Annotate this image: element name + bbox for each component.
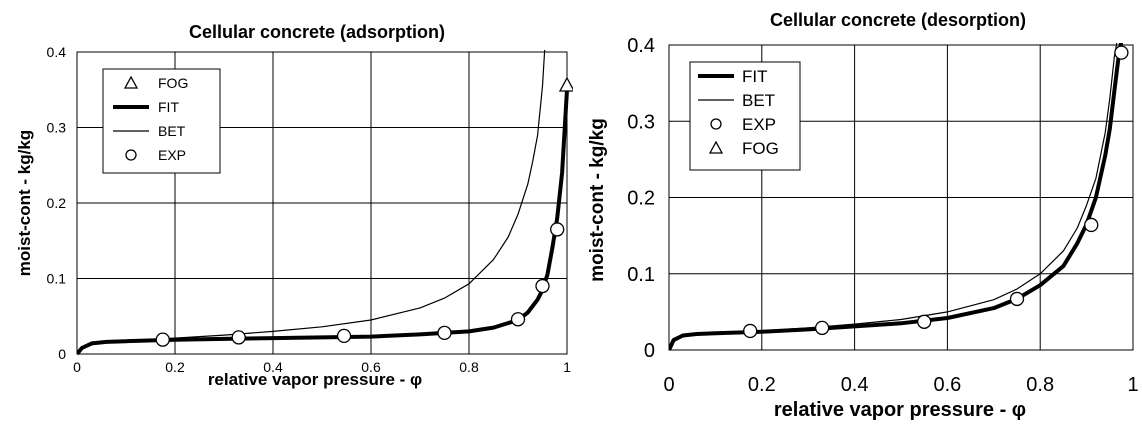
y-tick-label: 0.2 [627,188,655,210]
x-tick-label: 0.4 [841,374,869,396]
y-tick-label: 0.4 [627,35,655,57]
legend-bet-label: BET [158,123,186,139]
fog-data-point [558,76,573,92]
exp-data-point [535,278,550,294]
legend: FOG FIT BET EXP [102,68,221,174]
y-tick-label: 0.3 [627,111,655,133]
adsorption-chart: 0 0.2 0.4 0.6 0.8 1 0 0.1 0.2 0.3 0.4 Cellular conc… [15,22,573,389]
exp-data-point [336,328,352,344]
y-tick-label: 0.2 [47,195,67,211]
desorption-chart: 0 0.2 0.4 0.6 0.8 1 0 0.1 0.2 0.3 0.4 Cellular conc… [587,10,1139,421]
exp-data-point [155,332,170,347]
y-tick-label: 0.1 [627,264,655,286]
legend-fog-swatch [123,75,139,89]
legend-fog-swatch [708,140,724,154]
x-tick-label: 0.2 [748,374,776,396]
legend-fog-label: FOG [158,75,188,91]
exp-data-point [510,312,526,327]
exp-data-point [437,325,452,341]
legend-fit-label: FIT [158,99,179,115]
legend-bet-label: BET [742,91,775,110]
x-tick-label: 0.4 [263,359,283,375]
x-tick-label: 0 [73,359,81,375]
legend-box [102,68,221,174]
series-group [77,50,573,356]
y-tick-label: 0.4 [47,44,67,60]
chart-title: Cellular concrete (adsorption) [189,22,445,42]
exp-data-point [1009,291,1025,307]
x-tick-label: 0.6 [933,374,961,396]
exp-data-point [743,323,758,339]
legend-fog-label: FOG [742,139,779,158]
exp-data-point [917,314,932,329]
exp-data-point [814,320,830,336]
exp-data-point [550,222,565,237]
x-tick-label: 0 [663,374,674,396]
fit-series-line [669,43,1124,351]
y-tick-label: 0.1 [47,270,67,286]
exp-data-point [1084,217,1099,233]
y-axis-label: moist-cont - kg/kg [15,130,34,276]
legend-exp-swatch [710,118,722,130]
x-tick-label: 1 [563,359,571,375]
legend-exp-swatch [125,149,137,161]
exp-data-point [231,330,246,345]
legend: FIT BET EXP FOG [689,61,801,171]
legend-exp-label: EXP [742,115,776,134]
y-tick-label: 0 [644,340,655,362]
x-axis-label: relative vapor pressure - φ [774,399,1026,421]
chart-title: Cellular concrete (desorption) [770,10,1026,30]
legend-fit-label: FIT [742,67,768,86]
x-tick-label: 0.8 [459,359,479,375]
y-axis-label: moist-cont - kg/kg [587,118,608,282]
plot-frame [76,51,568,355]
legend-box [689,61,801,171]
y-tick-label: 0 [58,346,66,362]
x-tick-label: 1 [1127,374,1138,396]
legend-exp-label: EXP [158,147,186,163]
x-tick-label: 0.8 [1026,374,1054,396]
x-tick-label: 0.2 [165,359,185,375]
x-axis-label: relative vapor pressure - φ [208,370,422,389]
y-tick-label: 0.3 [47,119,67,135]
series-group [669,43,1129,351]
exp-data-point [1114,45,1129,60]
plot-frame [668,44,1134,351]
x-tick-label: 0.6 [361,359,381,375]
